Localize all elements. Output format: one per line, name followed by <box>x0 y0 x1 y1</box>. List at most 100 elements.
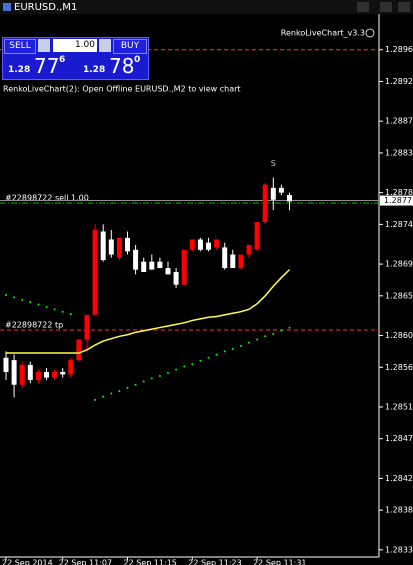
window-title: EURUSD.,M1 <box>14 2 77 13</box>
candle-body <box>125 237 130 252</box>
stop-dot <box>167 371 169 374</box>
candle-body <box>149 261 155 270</box>
y-tick-label: 1.2892 <box>385 77 413 86</box>
candle-body <box>108 239 114 255</box>
stop-dot <box>256 338 259 341</box>
candle-body <box>287 195 292 202</box>
stop-dot <box>199 359 202 362</box>
stop-dot <box>5 294 7 297</box>
lot-input[interactable]: 1.00 <box>53 39 97 52</box>
buy-button[interactable]: BUY <box>113 39 147 54</box>
stop-dot <box>183 365 186 368</box>
y-tick-label: 1.2847 <box>385 434 413 443</box>
y-tick-label: 1.2842 <box>385 474 413 483</box>
candle-body <box>11 360 17 385</box>
candle-body <box>76 339 82 361</box>
candle-body <box>230 254 236 269</box>
candle-body <box>165 268 171 275</box>
x-tick-label: 22 Sep 2014 <box>2 559 53 565</box>
candle-body <box>206 242 211 250</box>
buy-price[interactable]: 1.28 78 0 <box>77 54 147 78</box>
sell-button[interactable]: SELL <box>4 39 36 54</box>
stop-dot <box>29 301 32 304</box>
candle-body <box>197 239 203 250</box>
lot-down[interactable] <box>38 39 50 52</box>
moving-average <box>6 269 291 354</box>
candle-body <box>92 229 98 315</box>
stop-dot <box>207 356 210 359</box>
candle-body <box>173 272 179 285</box>
stop-dot <box>102 395 105 398</box>
window-button[interactable] <box>380 2 392 12</box>
sell-price[interactable]: 1.28 77 6 <box>4 54 74 78</box>
candle-body <box>68 360 74 375</box>
stop-dot <box>142 380 145 383</box>
stop-dot <box>175 368 178 371</box>
indicator-message: RenkoLiveChart(2): Open Offline EURUSD.,… <box>3 85 241 94</box>
stop-dot <box>288 326 291 329</box>
candle-body <box>133 249 139 270</box>
candle-body <box>35 372 41 380</box>
stop-dot <box>21 298 24 301</box>
candle-body <box>3 357 9 373</box>
stop-dot <box>248 341 250 344</box>
x-tick-label: 22 Sep 11:31 <box>253 559 306 565</box>
y-tick-label: 1.2878 <box>385 188 413 197</box>
price-base: 1.28 <box>83 65 106 75</box>
candle-body <box>52 372 58 378</box>
y-tick-label: 1.2856 <box>385 363 413 372</box>
window-button[interactable] <box>398 2 410 12</box>
candle-body <box>116 237 122 258</box>
title-bar <box>0 0 413 14</box>
y-tick-label: 1.2860 <box>385 331 413 340</box>
candle-body <box>254 221 260 250</box>
y-tick-label: 1.2874 <box>385 220 413 229</box>
x-tick-label: 22 Sep 11:07 <box>59 559 112 565</box>
y-tick-label: 1.2869 <box>385 260 413 269</box>
candle-body <box>100 231 106 261</box>
stop-dot <box>150 377 153 380</box>
stop-dot <box>231 348 234 351</box>
candle-body <box>157 261 163 269</box>
candle-body <box>278 187 284 193</box>
stop-dot <box>280 329 283 332</box>
y-tick-label: 1.2838 <box>385 506 413 515</box>
candle-body <box>181 249 187 285</box>
candle-body <box>84 314 90 340</box>
stop-dot <box>13 296 16 299</box>
candle-body <box>238 254 244 269</box>
stop-dot <box>223 350 226 353</box>
x-tick-label: 22 Sep 11:15 <box>124 559 177 565</box>
y-tick-label: 1.2865 <box>385 291 413 300</box>
stop-dot <box>118 390 121 393</box>
price-base: 1.28 <box>8 65 31 75</box>
price-pips: 78 <box>109 54 135 78</box>
candle-body <box>19 364 25 385</box>
stop-dot <box>61 310 64 313</box>
stop-dot <box>53 308 56 311</box>
order-label: #22898722 tp <box>5 320 63 329</box>
candle-body <box>262 184 268 222</box>
candle-body <box>141 261 147 273</box>
stop-dot <box>37 303 40 306</box>
lot-up[interactable] <box>99 39 111 52</box>
candle-body <box>246 245 252 255</box>
stop-dot <box>134 383 137 386</box>
window-button[interactable] <box>357 2 369 12</box>
y-tick-label: 1.2896 <box>385 45 413 54</box>
candle-body <box>44 372 49 378</box>
stop-dot <box>264 335 267 338</box>
candle-body <box>270 187 276 200</box>
stop-dot <box>215 353 218 356</box>
window-icon <box>3 3 11 11</box>
candle-body <box>60 372 66 375</box>
candle-body <box>214 239 220 248</box>
stop-dot <box>272 332 275 335</box>
y-tick-label: 1.2883 <box>385 148 413 157</box>
y-tick-label: 1.2833 <box>385 545 413 554</box>
bid-label: 1.2877 <box>384 196 412 205</box>
one-click-panel: SELL 1.00 BUY 1.28 77 6 1.28 78 0 <box>2 37 149 80</box>
candle-body <box>189 239 195 250</box>
